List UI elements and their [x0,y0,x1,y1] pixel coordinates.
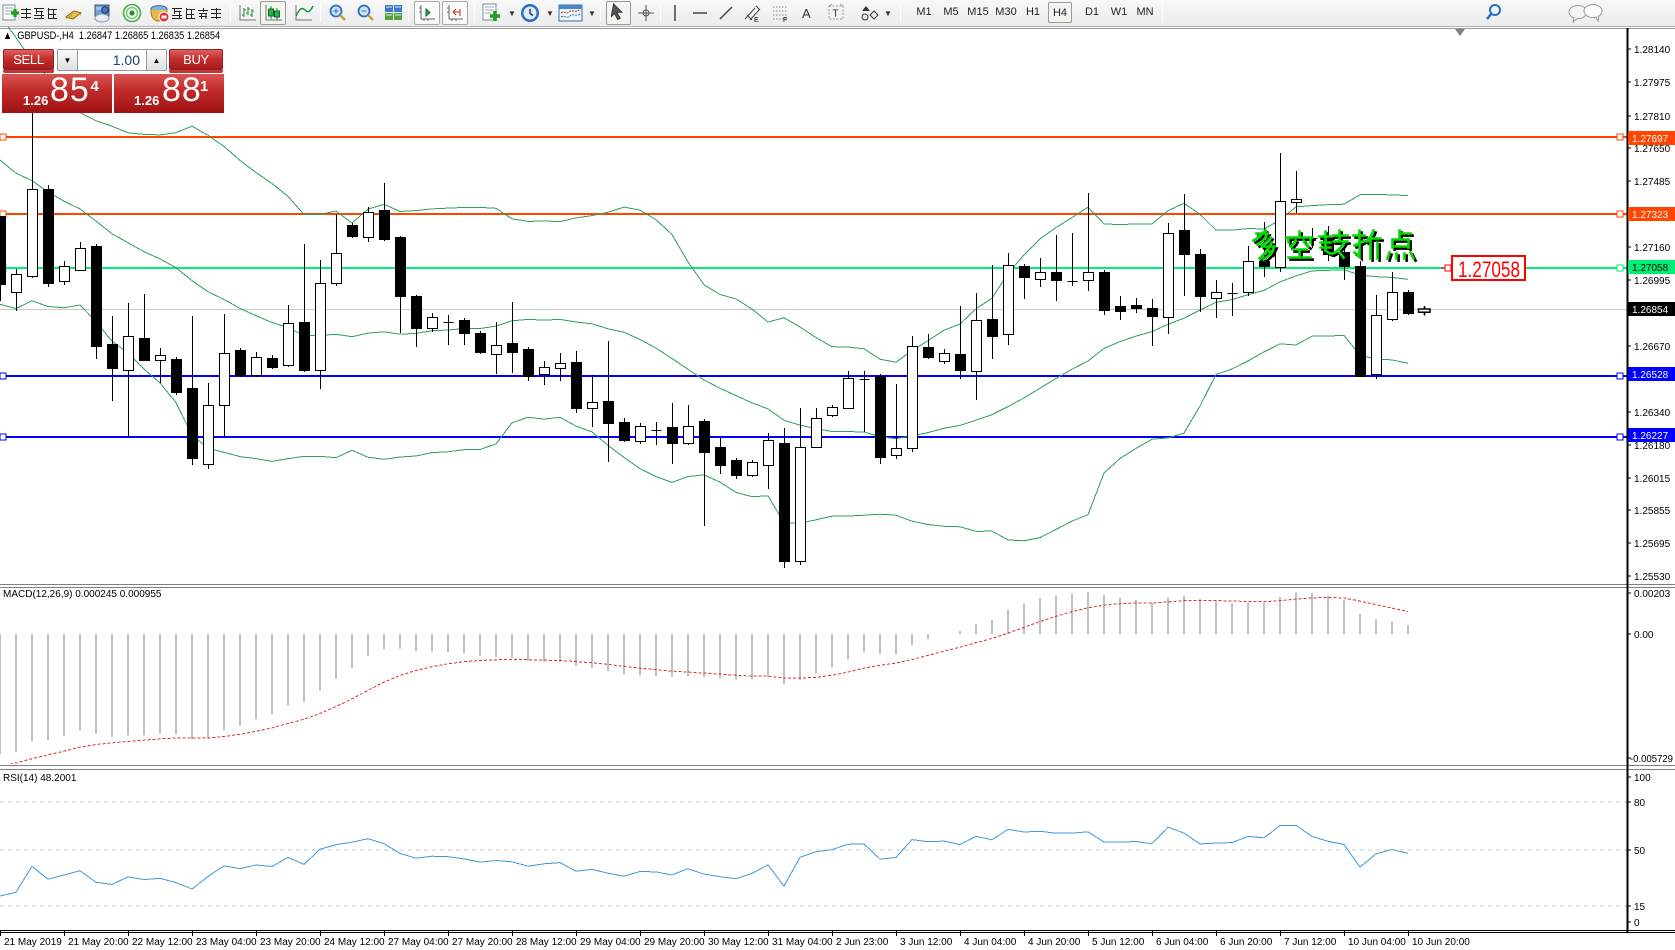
svg-text:1.25855: 1.25855 [1634,506,1671,517]
svg-text:1.27975: 1.27975 [1634,78,1671,89]
svg-text:1.26528: 1.26528 [1632,370,1669,381]
svg-text:22 May 12:00: 22 May 12:00 [132,937,193,948]
svg-text:0.00: 0.00 [1634,630,1654,641]
svg-text:1.28140: 1.28140 [1634,45,1671,56]
svg-text:0: 0 [1634,918,1640,929]
svg-text:1.26340: 1.26340 [1634,408,1671,419]
svg-text:4 Jun 04:00: 4 Jun 04:00 [964,937,1017,948]
svg-text:10 Jun 20:00: 10 Jun 20:00 [1412,937,1470,948]
svg-text:29 May 04:00: 29 May 04:00 [580,937,641,948]
svg-text:21 May 2019: 21 May 2019 [4,937,62,948]
svg-text:27 May 20:00: 27 May 20:00 [452,937,513,948]
svg-text:28 May 12:00: 28 May 12:00 [516,937,577,948]
svg-text:23 May 04:00: 23 May 04:00 [196,937,257,948]
svg-text:0.00203: 0.00203 [1634,589,1671,600]
svg-text:31 May 04:00: 31 May 04:00 [772,937,833,948]
svg-text:1.26670: 1.26670 [1634,342,1671,353]
svg-text:1.27058: 1.27058 [1458,257,1520,282]
svg-text:1.26015: 1.26015 [1634,474,1671,485]
svg-text:6 Jun 20:00: 6 Jun 20:00 [1220,937,1273,948]
svg-text:1.27697: 1.27697 [1632,134,1669,145]
svg-text:3 Jun 12:00: 3 Jun 12:00 [900,937,953,948]
svg-text:1.27650: 1.27650 [1634,144,1671,155]
svg-text:27 May 04:00: 27 May 04:00 [388,937,449,948]
svg-text:1.27323: 1.27323 [1632,210,1669,221]
svg-text:4 Jun 20:00: 4 Jun 20:00 [1028,937,1081,948]
svg-text:21 May 20:00: 21 May 20:00 [68,937,129,948]
svg-text:1.27485: 1.27485 [1634,177,1671,188]
svg-text:RSI(14) 48.2001: RSI(14) 48.2001 [3,773,77,784]
svg-text:29 May 20:00: 29 May 20:00 [644,937,705,948]
svg-text:1.26227: 1.26227 [1632,431,1669,442]
svg-text:100: 100 [1634,773,1651,784]
svg-text:F: F [783,17,787,23]
svg-text:30 May 12:00: 30 May 12:00 [708,937,769,948]
svg-text:T: T [833,9,839,20]
svg-text:50: 50 [1634,846,1646,857]
svg-text:1.25530: 1.25530 [1634,572,1671,583]
svg-text:1.26180: 1.26180 [1634,441,1671,452]
svg-text:MACD(12,26,9) 0.000245 0.00095: MACD(12,26,9) 0.000245 0.000955 [3,589,162,600]
svg-text:7 Jun 12:00: 7 Jun 12:00 [1284,937,1337,948]
svg-text:23 May 20:00: 23 May 20:00 [260,937,321,948]
svg-text:6 Jun 04:00: 6 Jun 04:00 [1156,937,1209,948]
svg-text:1.27058: 1.27058 [1632,263,1669,274]
svg-text:24 May 12:00: 24 May 12:00 [324,937,385,948]
svg-text:1.27810: 1.27810 [1634,112,1671,123]
svg-text:5 Jun 12:00: 5 Jun 12:00 [1092,937,1145,948]
svg-text:1.27160: 1.27160 [1634,243,1671,254]
svg-text:2 Jun 23:00: 2 Jun 23:00 [836,937,889,948]
svg-text:1.26854: 1.26854 [1632,305,1669,316]
svg-text:1.26995: 1.26995 [1634,276,1671,287]
svg-text:10 Jun 04:00: 10 Jun 04:00 [1348,937,1406,948]
svg-text:-0.005729: -0.005729 [1630,754,1673,765]
svg-text:1.25695: 1.25695 [1634,539,1671,550]
svg-text:80: 80 [1634,798,1646,809]
svg-text:E: E [754,17,759,23]
svg-text:15: 15 [1634,902,1646,913]
